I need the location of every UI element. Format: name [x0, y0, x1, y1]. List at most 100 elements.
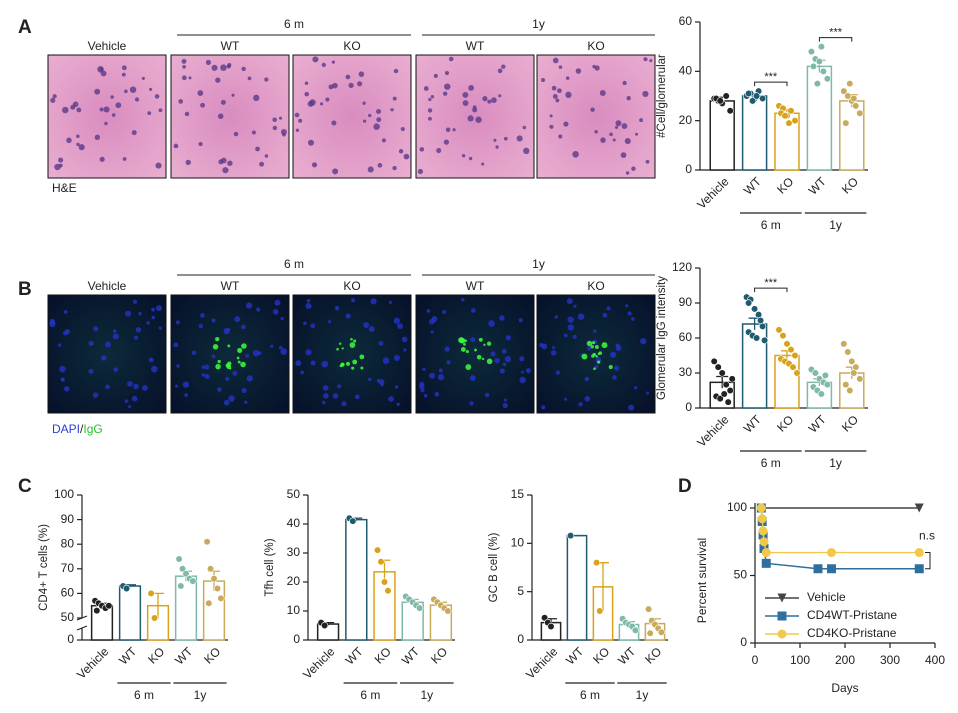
cell-nucleus	[499, 315, 505, 321]
y-tick-label: 40	[287, 516, 301, 530]
cell-nucleus	[475, 116, 482, 123]
y-tick-label: 0	[517, 632, 524, 646]
cell-nucleus	[572, 151, 579, 158]
igg-signal	[593, 367, 596, 371]
data-point	[718, 369, 726, 377]
cell-nucleus	[645, 159, 650, 164]
marker	[914, 503, 924, 513]
igg-signal	[464, 339, 467, 343]
cell-nucleus	[246, 375, 253, 382]
cell-nucleus	[184, 111, 190, 117]
cell-nucleus	[184, 393, 189, 398]
data-point	[856, 109, 864, 117]
igg-signal	[592, 352, 596, 357]
marker	[914, 548, 924, 558]
cell-nucleus	[444, 346, 450, 352]
cell-nucleus	[185, 159, 191, 166]
cell-nucleus	[63, 310, 68, 314]
cell-nucleus	[129, 86, 137, 93]
x-tick-label: Vehicle	[74, 644, 111, 681]
micrograph	[292, 294, 412, 414]
cell-nucleus	[323, 393, 329, 399]
cell-nucleus	[393, 317, 401, 324]
y-tick-label: 60	[61, 586, 75, 600]
cell-nucleus	[442, 310, 447, 315]
group-label: 6 m	[284, 257, 304, 271]
cell-nucleus	[584, 376, 590, 382]
cell-nucleus	[201, 365, 205, 369]
y-tick-label: 90	[61, 512, 75, 526]
x-tick-label: KO	[774, 174, 796, 196]
image-header: KO	[343, 279, 360, 293]
cell-nucleus	[388, 300, 393, 304]
igg-signal	[241, 343, 247, 349]
micrograph	[536, 54, 656, 179]
data-point	[373, 546, 382, 554]
data-point	[631, 626, 640, 634]
micrograph	[415, 294, 535, 414]
x-tick-label: Vehicle	[694, 412, 731, 449]
cell-nucleus	[488, 320, 495, 327]
igg-signal	[338, 342, 342, 345]
y-tick-label: 100	[727, 500, 747, 514]
x-axis-label: Days	[831, 681, 858, 695]
micrograph	[170, 54, 290, 179]
cell-nucleus	[131, 130, 137, 136]
data-point	[775, 326, 783, 334]
cell-nucleus	[111, 113, 116, 117]
cell-nucleus	[88, 340, 94, 347]
data-point	[726, 386, 734, 395]
cell-nucleus	[552, 346, 556, 350]
x-tick-label: 400	[925, 653, 945, 667]
cell-nucleus	[205, 59, 212, 65]
y-tick-label: 20	[679, 113, 693, 127]
cell-nucleus	[328, 84, 334, 90]
cell-nucleus	[376, 117, 382, 123]
igg-signal	[597, 360, 601, 364]
data-point	[749, 97, 757, 105]
data-point	[750, 305, 759, 313]
cell-nucleus	[499, 368, 505, 374]
cell-nucleus	[204, 374, 210, 379]
image-header: KO	[587, 39, 604, 53]
cell-nucleus	[472, 107, 478, 113]
cell-nucleus	[643, 57, 648, 62]
cell-nucleus	[100, 70, 107, 77]
y-tick-label: 0	[685, 400, 692, 414]
cell-nucleus	[309, 99, 316, 106]
cell-nucleus	[173, 342, 179, 348]
cell-nucleus	[112, 329, 117, 333]
cell-nucleus	[246, 302, 253, 309]
data-point	[844, 92, 852, 100]
cell-nucleus	[390, 108, 394, 112]
cell-nucleus	[418, 383, 425, 390]
bar	[316, 623, 340, 641]
cell-nucleus	[62, 106, 69, 114]
cell-nucleus	[264, 154, 269, 158]
cell-nucleus	[138, 312, 142, 316]
data-point	[724, 398, 732, 406]
cell-nucleus	[437, 373, 445, 381]
cell-nucleus	[428, 97, 432, 102]
panel-label: B	[18, 279, 32, 300]
cell-nucleus	[376, 108, 382, 114]
cell-nucleus	[600, 137, 606, 143]
cell-nucleus	[649, 59, 653, 63]
survival-line	[760, 507, 920, 554]
cell-nucleus	[88, 368, 94, 374]
survival-line	[760, 507, 920, 570]
igg-signal	[597, 352, 601, 356]
micrograph	[47, 54, 167, 179]
image-header: KO	[343, 39, 360, 53]
significance-bracket	[818, 37, 853, 42]
cell-nucleus	[419, 147, 425, 152]
cell-nucleus	[393, 68, 399, 74]
cell-nucleus	[573, 304, 577, 308]
cell-nucleus	[523, 147, 530, 155]
cell-nucleus	[147, 111, 152, 116]
image-header: WT	[221, 279, 240, 293]
cell-nucleus	[552, 94, 558, 99]
cell-nucleus	[211, 318, 216, 323]
cell-nucleus	[639, 118, 644, 123]
